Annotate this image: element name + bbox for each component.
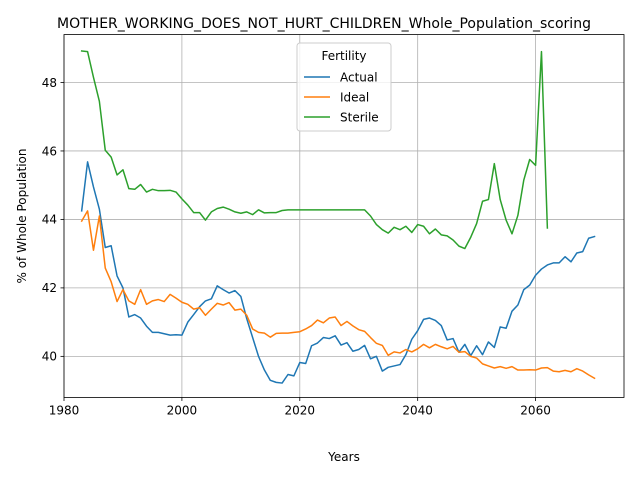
- legend: Fertility Actual Ideal Sterile: [296, 42, 392, 132]
- y-tick-label: 40: [42, 350, 57, 364]
- x-tick-label: 2000: [167, 403, 198, 417]
- legend-label-sterile: Sterile: [340, 110, 379, 124]
- y-tick-label: 42: [42, 281, 57, 295]
- y-tick-label: 46: [42, 144, 57, 158]
- series-line-sterile: [80, 50, 549, 250]
- legend-entries: Actual Ideal Sterile: [304, 70, 379, 124]
- x-tick-label: 2020: [285, 403, 316, 417]
- legend-box: [296, 42, 392, 132]
- legend-label-ideal: Ideal: [340, 90, 369, 104]
- y-tick-label: 48: [42, 76, 57, 90]
- legend-title: Fertility: [321, 49, 366, 63]
- plot-frame: [63, 34, 625, 398]
- series-lines: [80, 50, 596, 384]
- x-tick-label: 2040: [402, 403, 433, 417]
- legend-label-actual: Actual: [340, 70, 378, 84]
- series-line-ideal: [80, 210, 596, 380]
- y-axis-ticks: 40 42 44 46 48: [42, 76, 64, 364]
- series-line-actual: [80, 161, 596, 384]
- y-axis-label: % of Whole Population: [15, 149, 29, 284]
- x-axis-label: Years: [327, 450, 360, 464]
- x-tick-label: 2060: [520, 403, 551, 417]
- x-axis-ticks: 1980 2000 2020 2040 2060: [49, 397, 551, 417]
- x-tick-label: 1980: [49, 403, 80, 417]
- chart-title: MOTHER_WORKING_DOES_NOT_HURT_CHILDREN_Wh…: [57, 16, 591, 32]
- y-tick-label: 44: [42, 213, 57, 227]
